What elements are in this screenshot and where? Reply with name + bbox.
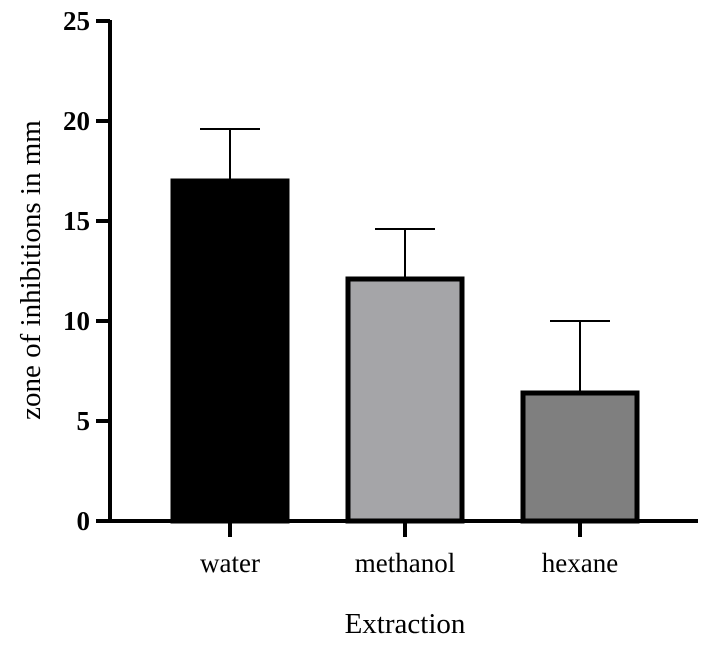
- x-axis-title: Extraction: [345, 608, 466, 640]
- y-ticks-layer: 0 5 10 15 20 25: [63, 6, 110, 536]
- x-tick-label-hexane: hexane: [542, 548, 618, 578]
- x-ticks-layer: water methanol hexane: [200, 521, 618, 578]
- x-tick-label-methanol: methanol: [355, 548, 455, 578]
- bar-water: [170, 178, 290, 524]
- bar-hexane: [520, 390, 640, 524]
- y-tick-label-15: 15: [63, 206, 90, 236]
- bar-methanol: [345, 276, 465, 524]
- y-tick-label-20: 20: [63, 106, 90, 136]
- y-tick-label-5: 5: [77, 406, 91, 436]
- y-tick-label-25: 25: [63, 6, 90, 36]
- error-bars-layer: [200, 128, 610, 393]
- y-tick-label-0: 0: [77, 506, 91, 536]
- x-tick-label-water: water: [200, 548, 260, 578]
- y-tick-label-10: 10: [63, 306, 90, 336]
- y-axis-title: zone of inhibitions in mm: [15, 120, 47, 420]
